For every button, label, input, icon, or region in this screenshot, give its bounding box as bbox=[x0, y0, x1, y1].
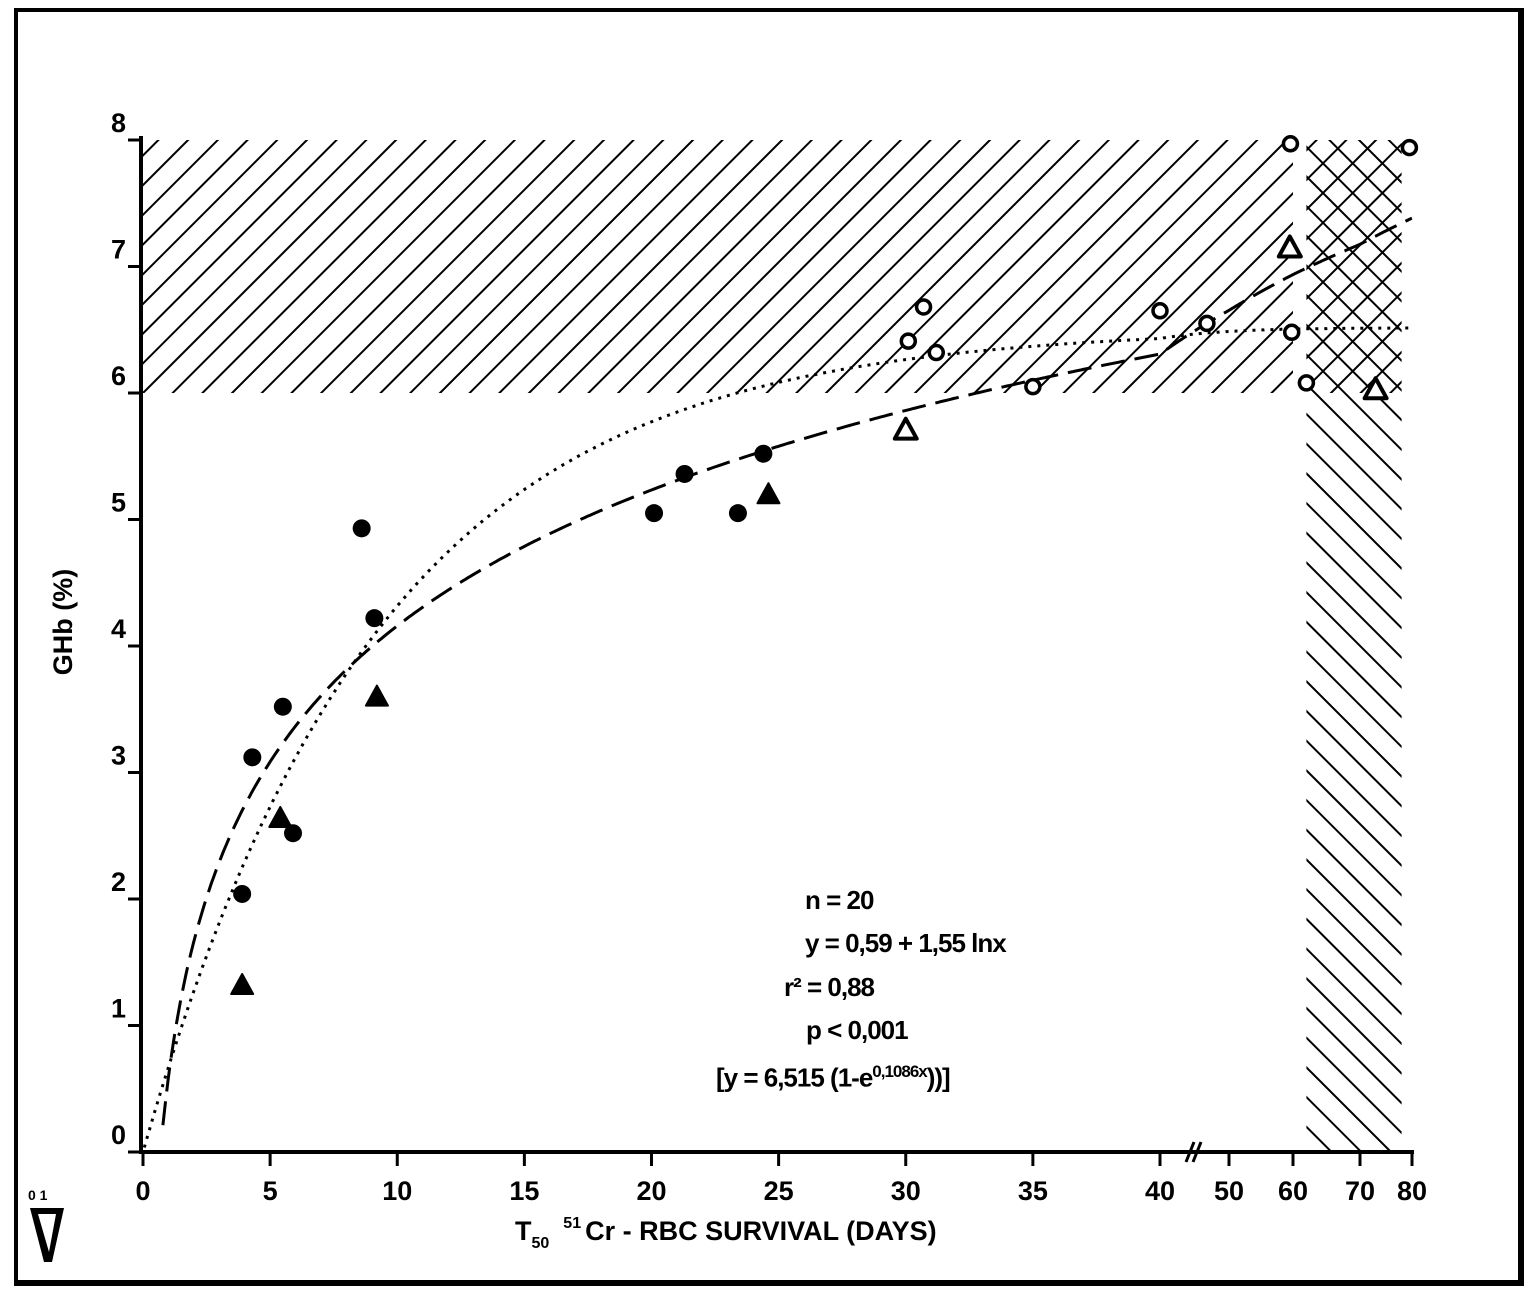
data-point-filled-triangle bbox=[268, 806, 293, 829]
y-tick-label: 5 bbox=[111, 488, 126, 518]
y-tick-label: 8 bbox=[111, 108, 126, 138]
data-point-open-circle bbox=[1151, 302, 1169, 320]
y-tick-label: 7 bbox=[111, 235, 126, 265]
y-axis-label: GHb (%) bbox=[48, 569, 78, 675]
x-tick-label: 25 bbox=[764, 1176, 794, 1206]
data-point-open-triangle bbox=[1362, 376, 1389, 401]
data-point-open-circle bbox=[1281, 135, 1300, 153]
data-point-filled-circle bbox=[284, 824, 303, 843]
data-point-filled-circle bbox=[365, 609, 384, 628]
x-label-rest: Cr - RBC SURVIVAL (DAYS) bbox=[585, 1216, 937, 1246]
x-tick-label: 0 bbox=[135, 1176, 150, 1206]
x-label-subscript: 50 bbox=[532, 1235, 550, 1252]
annotation-r2: r² = 0,88 bbox=[784, 972, 875, 1002]
data-point-filled-circle bbox=[728, 504, 747, 523]
data-point-open-triangle bbox=[892, 416, 919, 441]
annotation-p: p < 0,001 bbox=[806, 1015, 909, 1045]
data-point-open-circle bbox=[927, 343, 946, 362]
y-tick-label: 4 bbox=[111, 614, 126, 644]
figure-frame bbox=[14, 8, 1524, 1286]
data-point-open-circle bbox=[1198, 314, 1216, 333]
log-fit-curve bbox=[161, 216, 1413, 1126]
data-point-filled-circle bbox=[645, 504, 664, 523]
data-point-filled-circle bbox=[352, 519, 371, 538]
annotation-log-equation: y = 0,59 + 1,55 lnx bbox=[805, 928, 1007, 958]
y-tick-label: 6 bbox=[111, 361, 126, 391]
x-tick-label: 70 bbox=[1345, 1176, 1375, 1206]
x-tick-label: 80 bbox=[1397, 1176, 1427, 1206]
data-point-open-circle bbox=[1297, 374, 1316, 392]
data-point-filled-circle bbox=[233, 884, 252, 903]
data-point-open-circle bbox=[1282, 323, 1301, 342]
x-tick-label: 15 bbox=[509, 1176, 539, 1206]
exp-equation-prefix: [y = 6,515 (1-e bbox=[716, 1062, 873, 1093]
corner-mark-icon bbox=[30, 1208, 64, 1262]
x-tick-label: 35 bbox=[1018, 1176, 1048, 1206]
y-tick-label: 3 bbox=[111, 741, 126, 771]
data-point-filled-triangle bbox=[364, 684, 389, 707]
x-label-superscript: 51 bbox=[563, 1215, 581, 1232]
y-tick-label: 0 bbox=[111, 1120, 126, 1150]
x-axis-label: T50 51 Cr - RBC SURVIVAL (DAYS) bbox=[515, 1215, 937, 1252]
x-label-main: T bbox=[515, 1216, 532, 1246]
axis-break-mark bbox=[1184, 1141, 1203, 1163]
x-tick-label: 20 bbox=[636, 1176, 666, 1206]
x-tick-label: 10 bbox=[382, 1176, 412, 1206]
exp-equation-suffix: ))] bbox=[926, 1062, 951, 1093]
data-point-open-circle bbox=[914, 298, 933, 316]
normal-survival-band bbox=[1306, 393, 1402, 1152]
y-tick-label: 1 bbox=[111, 994, 126, 1024]
data-point-filled-triangle bbox=[756, 482, 781, 505]
x-tick-label: 40 bbox=[1145, 1176, 1175, 1206]
data-point-open-circle bbox=[1024, 377, 1042, 396]
y-tick-label: 2 bbox=[111, 867, 126, 897]
x-tick-label: 5 bbox=[263, 1176, 278, 1206]
data-point-filled-circle bbox=[675, 464, 694, 483]
data-point-open-triangle bbox=[1276, 234, 1303, 259]
data-point-filled-circle bbox=[754, 444, 773, 463]
x-tick-label: 50 bbox=[1214, 1176, 1244, 1206]
normal-overlap-cross bbox=[1306, 140, 1402, 393]
exp-fit-curve bbox=[142, 326, 1412, 1148]
exp-equation-exponent: 0,1086x bbox=[872, 1062, 927, 1081]
data-point-open-circle bbox=[899, 332, 918, 350]
annotation-n: n = 20 bbox=[805, 885, 874, 915]
x-tick-label: 30 bbox=[891, 1176, 921, 1206]
data-point-open-circle bbox=[1400, 138, 1419, 157]
annotation-exp-equation: [y = 6,515 (1-e0,1086x))] bbox=[716, 1062, 951, 1094]
data-point-filled-triangle bbox=[230, 973, 255, 996]
data-point-filled-circle bbox=[273, 697, 292, 716]
corner-mark-label: 0 1 bbox=[28, 1187, 48, 1203]
x-tick-label: 60 bbox=[1278, 1176, 1308, 1206]
normal-ghb-band bbox=[143, 140, 1293, 393]
data-point-filled-circle bbox=[243, 748, 262, 767]
